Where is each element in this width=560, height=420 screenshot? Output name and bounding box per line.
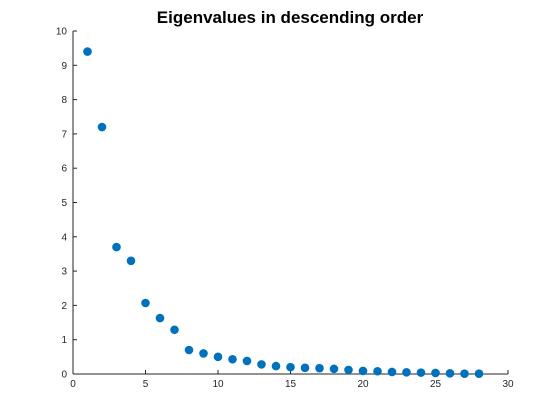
data-point bbox=[228, 354, 237, 364]
data-point bbox=[329, 364, 339, 374]
data-point bbox=[358, 366, 368, 376]
x-tick-label: 0 bbox=[70, 379, 76, 390]
y-tick-label: 2 bbox=[61, 301, 67, 312]
y-tick-label: 4 bbox=[61, 232, 67, 243]
data-point bbox=[286, 362, 295, 372]
x-tick-label: 30 bbox=[502, 379, 514, 390]
x-tick-label: 25 bbox=[430, 379, 442, 390]
data-point bbox=[83, 47, 92, 56]
data-point bbox=[199, 349, 208, 358]
x-tick-label: 20 bbox=[357, 379, 369, 390]
y-tick-label: 7 bbox=[61, 129, 67, 140]
data-point bbox=[300, 363, 310, 373]
data-point bbox=[460, 369, 469, 378]
data-point bbox=[373, 366, 382, 376]
data-point bbox=[416, 368, 426, 377]
y-tick-label: 3 bbox=[61, 267, 67, 278]
data-point bbox=[257, 360, 266, 369]
data-point bbox=[242, 356, 252, 366]
y-tick-label: 6 bbox=[61, 164, 67, 175]
data-point bbox=[445, 369, 455, 378]
y-tick-label: 10 bbox=[56, 27, 68, 38]
data-point bbox=[141, 298, 150, 308]
data-point bbox=[155, 313, 165, 323]
y-tick-label: 0 bbox=[61, 370, 67, 381]
data-point bbox=[315, 363, 324, 373]
x-tick-label: 10 bbox=[212, 379, 224, 390]
data-point bbox=[431, 368, 440, 378]
data-point bbox=[402, 367, 411, 377]
y-tick-label: 1 bbox=[61, 335, 67, 346]
y-tick-label: 8 bbox=[61, 95, 67, 106]
x-tick-label: 5 bbox=[143, 379, 149, 390]
chart-title: Eigenvalues in descending order bbox=[157, 8, 424, 27]
data-points bbox=[83, 47, 484, 378]
data-point bbox=[126, 256, 136, 266]
data-point bbox=[97, 122, 107, 132]
y-tick-label: 5 bbox=[61, 198, 67, 209]
data-point bbox=[387, 367, 397, 377]
data-point bbox=[213, 352, 223, 362]
data-point bbox=[170, 325, 179, 335]
y-tick-label: 9 bbox=[61, 61, 67, 72]
data-point bbox=[344, 365, 353, 375]
data-point bbox=[112, 242, 121, 252]
data-point bbox=[184, 345, 194, 355]
data-point bbox=[474, 369, 484, 378]
x-tick-label: 15 bbox=[285, 379, 297, 390]
axes: 0 5 10 15 20 25 30 0 1 2 3 4 5 6 7 8 9 10 bbox=[56, 27, 514, 391]
data-point bbox=[271, 361, 281, 371]
